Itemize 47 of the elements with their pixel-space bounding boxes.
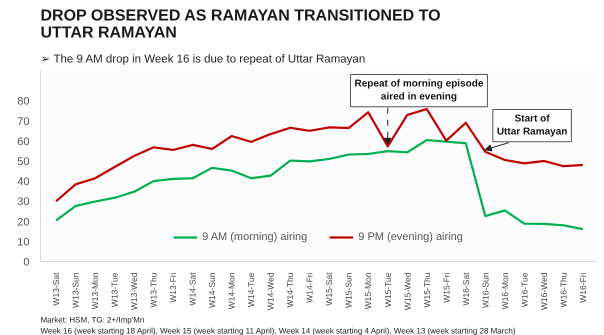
y-tick-label: 80 bbox=[17, 96, 30, 108]
x-tick-label: W14-Mon bbox=[226, 272, 237, 310]
text: Week 16 (week starting 18 April), Week 15 (week starting 11 April), Week 14 (week starting 4 April), Week 13 (week starting 28 March) bbox=[40, 326, 516, 335]
y-tick-label: 50 bbox=[17, 156, 30, 168]
x-tick-label: W13-Thu bbox=[148, 272, 159, 308]
x-tick-label: W16-Mon bbox=[500, 272, 510, 310]
x-tick-label: W14-Fri bbox=[304, 272, 315, 303]
x-tick-label: W15-Sat bbox=[324, 272, 334, 306]
x-tick-label: W15-Fri bbox=[441, 272, 452, 303]
x-tick-label: W13-Wed bbox=[129, 272, 140, 310]
legend-label: 9 AM (morning) airing bbox=[202, 231, 308, 243]
x-tick-label: W13-Sat bbox=[51, 272, 62, 306]
line-series bbox=[55, 138, 584, 230]
chart-title: DROP OBSERVED AS RAMAYAN TRANSITIONED TO UTTAR RAMAYAN bbox=[40, 8, 441, 42]
x-tick-label: W14-Tue bbox=[246, 272, 256, 308]
x-tick-label: W16-Thu bbox=[558, 272, 568, 308]
x-tick-label: W16-Sun bbox=[480, 272, 490, 308]
y-tick-label: 30 bbox=[17, 196, 30, 208]
x-tick-label: W16-Tue bbox=[519, 272, 530, 308]
x-tick-label: W15-Tue bbox=[382, 272, 393, 308]
x-tick-label: W14-Sun bbox=[207, 272, 218, 308]
y-tick-label: 20 bbox=[17, 216, 30, 228]
y-tick-label: 70 bbox=[17, 116, 30, 128]
x-tick-label: W14-Sat bbox=[188, 272, 198, 306]
y-tick-label: 0 bbox=[23, 256, 30, 268]
text: Market: HSM, TG: 2+/Imp'Mn bbox=[40, 316, 144, 324]
x-tick-label: W15-Wed bbox=[402, 272, 412, 310]
annotation: Start of Uttar Ramayan bbox=[496, 113, 568, 138]
x-tick-label: W13-Fri bbox=[168, 272, 178, 303]
annotation: Repeat of morning episode aired in evening bbox=[354, 78, 484, 103]
x-tick-label: W14-Wed bbox=[266, 272, 276, 310]
x-tick-label: W16-Wed bbox=[538, 272, 549, 310]
legend-label: 9 PM (evening) airing bbox=[358, 231, 463, 243]
y-tick-label: 10 bbox=[17, 236, 30, 248]
x-tick-label: W13-Tue bbox=[110, 272, 120, 308]
x-tick-label: W13-Mon bbox=[90, 272, 100, 310]
y-tick-label: 40 bbox=[17, 176, 30, 188]
x-tick-label: W14-Thu bbox=[285, 272, 296, 308]
x-tick-label: W16-Fri bbox=[578, 272, 588, 303]
x-tick-label: W15-Sun bbox=[344, 272, 354, 308]
chart-subtitle: ➢ The 9 AM drop in Week 16 is due to repeat of Uttar Ramayan bbox=[40, 54, 366, 66]
x-tick-label: W15-Mon bbox=[363, 272, 374, 310]
x-tick-label: W13-Sun bbox=[70, 272, 81, 308]
x-tick-label: W16-Sat bbox=[460, 272, 471, 306]
y-tick-label: 60 bbox=[17, 136, 30, 148]
x-tick-label: W15-Thu bbox=[422, 272, 432, 308]
line-series bbox=[55, 108, 584, 202]
